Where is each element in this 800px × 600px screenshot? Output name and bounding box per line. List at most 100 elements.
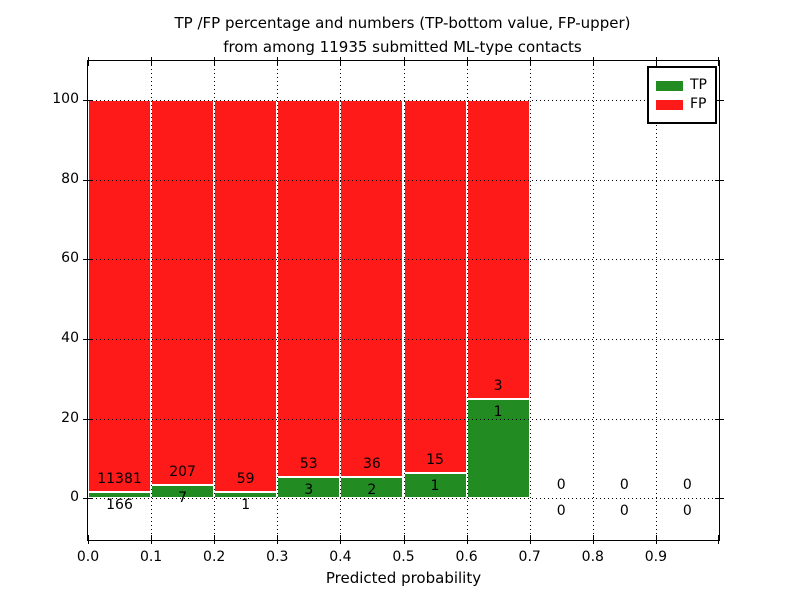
y-tick-label: 60 — [61, 250, 79, 267]
y-tick-mark — [83, 179, 92, 181]
y-tick-mark — [83, 259, 92, 261]
gridline-vertical — [340, 61, 342, 540]
x-tick-mark — [277, 57, 279, 66]
fp-count-label: 3 — [493, 377, 503, 394]
x-tick-mark — [88, 57, 89, 66]
x-tick-mark — [151, 57, 153, 66]
tp-count-label: 0 — [556, 503, 566, 520]
y-tick-mark — [715, 259, 724, 261]
tp-count-label: 3 — [304, 481, 314, 498]
gridline-vertical — [277, 61, 279, 540]
x-tick-mark — [466, 535, 468, 544]
fp-count-label: 59 — [236, 470, 255, 487]
chart-title-line2: from among 11935 submitted ML-type conta… — [223, 38, 582, 56]
bar-segment-fp — [340, 100, 404, 478]
bar-segment-fp — [403, 100, 467, 474]
gridline-vertical — [151, 61, 153, 540]
gridline-vertical — [403, 61, 405, 540]
x-tick-mark — [88, 535, 89, 544]
x-tick-mark — [466, 57, 468, 66]
gridline-vertical — [214, 61, 216, 540]
legend-item-tp: TP — [656, 77, 707, 94]
fp-count-label: 53 — [299, 455, 318, 472]
fp-count-label: 36 — [362, 456, 381, 473]
x-tick-label: 0.0 — [76, 549, 100, 565]
x-tick-label: 0.2 — [203, 549, 226, 565]
y-tick-mark — [715, 418, 724, 420]
y-tick-mark — [83, 498, 92, 500]
x-tick-label: 0.5 — [392, 549, 415, 565]
x-tick-mark — [151, 535, 153, 544]
x-tick-mark — [592, 535, 594, 544]
y-tick-mark — [83, 338, 92, 340]
chart-title-line1: TP /FP percentage and numbers (TP-bottom… — [174, 14, 631, 32]
x-tick-mark — [340, 535, 342, 544]
tp-count-label: 7 — [178, 490, 188, 507]
x-tick-mark — [277, 535, 279, 544]
legend: TP FP — [647, 66, 717, 124]
x-tick-mark — [340, 57, 342, 66]
y-tick-label: 100 — [52, 91, 79, 108]
fp-count-label: 11381 — [97, 471, 142, 488]
x-tick-label: 0.8 — [581, 549, 604, 565]
x-tick-label: 0.9 — [644, 549, 668, 565]
legend-item-fp: FP — [656, 96, 707, 113]
tp-count-label: 1 — [493, 403, 503, 420]
x-tick-label: 0.7 — [518, 549, 541, 565]
x-tick-mark — [718, 57, 719, 66]
plot-area: 0.0 0.1 0.2 0.3 0.4 0.5 0.6 0.7 0.8 0.9 0 20 40 60 80 1… — [52, 57, 724, 587]
x-tick-label: 0.4 — [329, 549, 352, 565]
tp-count-label: 1 — [430, 478, 440, 495]
x-tick-mark — [529, 57, 531, 66]
y-tick-mark — [715, 179, 724, 181]
x-tick-mark — [403, 57, 405, 66]
gridline-vertical — [529, 61, 531, 540]
bar-segment-fp — [277, 100, 341, 477]
bar-segment-tp — [88, 492, 152, 499]
y-tick-mark — [715, 498, 724, 500]
y-tick-mark — [83, 100, 92, 102]
fp-count-label: 0 — [556, 477, 566, 494]
tp-count-label: 1 — [241, 496, 251, 513]
legend-swatch-tp-icon — [656, 80, 683, 91]
x-tick-mark — [214, 57, 216, 66]
y-tick-mark — [715, 338, 724, 340]
bar-segment-fp — [214, 100, 278, 492]
fp-count-label: 0 — [619, 477, 629, 494]
fp-count-label: 15 — [426, 452, 444, 469]
y-tick-label: 20 — [61, 409, 79, 426]
bar-segment-fp — [88, 100, 152, 493]
fp-count-label: 207 — [169, 464, 196, 481]
x-tick-label: 0.1 — [139, 549, 163, 565]
x-tick-label: 0.6 — [455, 549, 478, 565]
x-tick-label: 0.3 — [266, 549, 289, 565]
y-tick-mark — [83, 418, 92, 420]
x-tick-mark — [214, 535, 216, 544]
x-tick-mark — [655, 535, 657, 544]
gridline-vertical — [592, 61, 594, 540]
x-tick-mark — [655, 57, 657, 66]
tp-count-label: 166 — [106, 497, 133, 514]
y-tick-label: 0 — [70, 489, 79, 506]
gridline-vertical — [655, 61, 657, 540]
tp-count-label: 2 — [367, 482, 377, 499]
gridline-vertical — [466, 61, 468, 540]
fp-count-label: 0 — [682, 477, 692, 494]
y-tick-label: 80 — [61, 170, 79, 187]
legend-label-fp: FP — [690, 96, 707, 112]
tp-count-label: 0 — [682, 503, 692, 520]
bar-segment-tp — [403, 473, 467, 499]
x-tick-mark — [403, 535, 405, 544]
x-axis-label: Predicted probability — [325, 569, 482, 587]
y-tick-label: 40 — [61, 329, 79, 346]
x-tick-mark — [529, 535, 531, 544]
x-tick-mark — [718, 535, 719, 544]
chart-title: TP /FP percentage and numbers (TP-bottom… — [87, 11, 718, 59]
legend-swatch-fp-icon — [656, 99, 683, 110]
bar-segment-fp — [151, 100, 215, 486]
x-tick-mark — [592, 57, 594, 66]
tp-count-label: 0 — [619, 503, 629, 520]
y-tick-mark — [715, 100, 724, 102]
bar-segment-fp — [466, 100, 530, 399]
